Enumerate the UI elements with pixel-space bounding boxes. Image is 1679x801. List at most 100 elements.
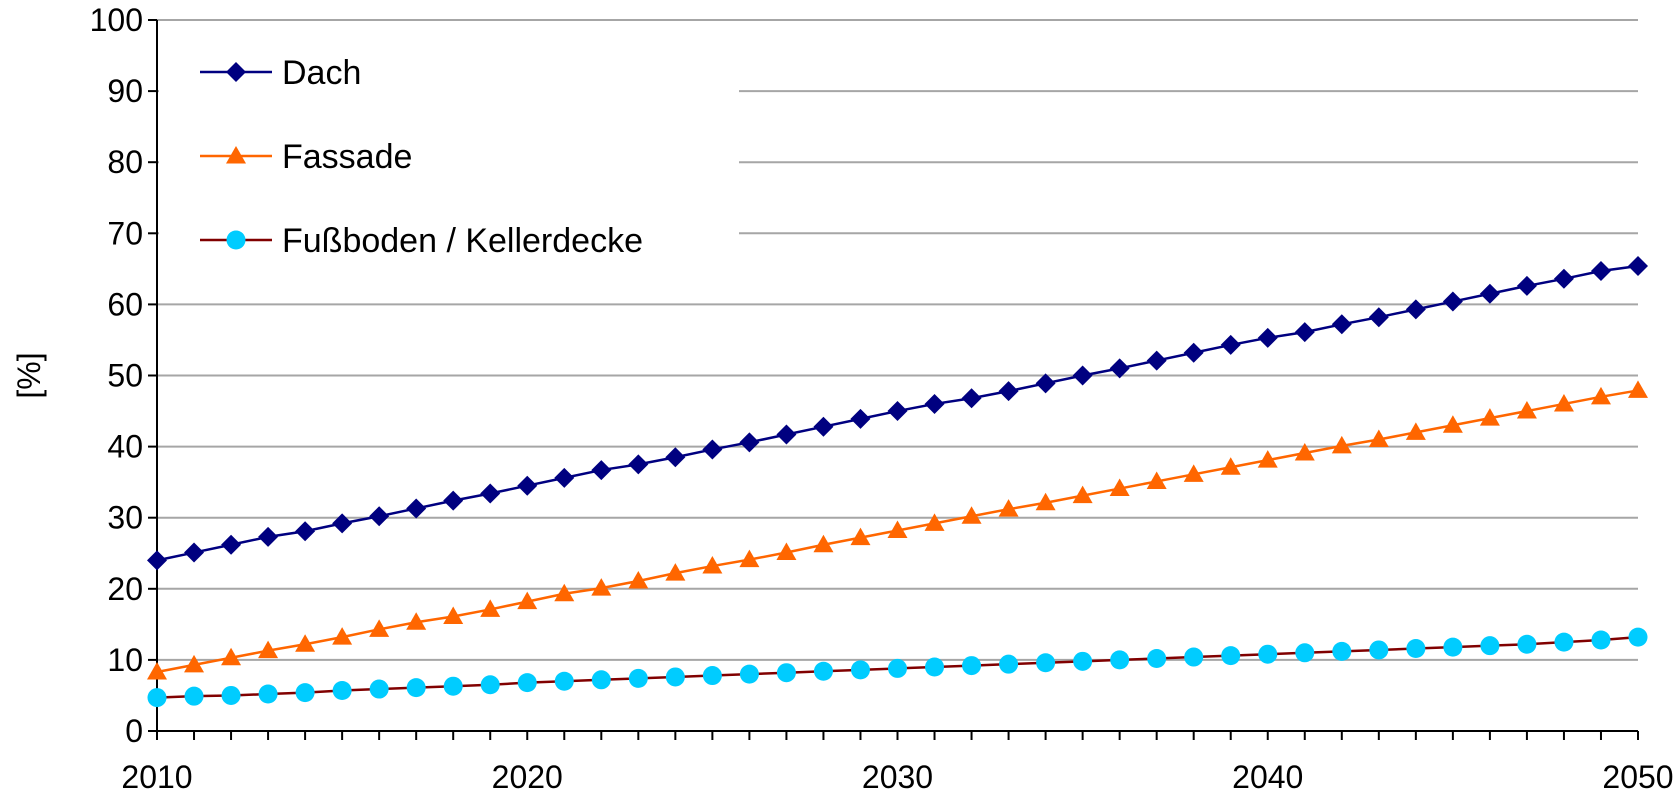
point-s0-2048 [1553, 268, 1574, 289]
x-tick-label-2010: 2010 [121, 759, 192, 795]
point-s1-2014 [295, 634, 316, 652]
point-s2-2039 [1221, 646, 1241, 666]
point-s1-2033 [998, 499, 1019, 517]
point-s1-2041 [1294, 442, 1315, 461]
y-tick-label-40: 40 [107, 429, 143, 465]
point-s2-2034 [1036, 653, 1056, 673]
point-s2-2020 [517, 673, 537, 693]
point-s1-2019 [480, 599, 501, 617]
point-s2-2030 [888, 658, 907, 678]
y-tick-label-80: 80 [107, 144, 143, 180]
y-tick-label-50: 50 [107, 358, 143, 394]
point-s1-2047 [1516, 401, 1537, 419]
point-s1-2032 [961, 506, 982, 524]
point-s2-2041 [1295, 643, 1315, 663]
point-s0-2046 [1479, 283, 1500, 304]
point-s2-2043 [1369, 640, 1389, 660]
point-s0-2029 [850, 408, 871, 429]
point-s2-2046 [1480, 636, 1500, 656]
point-s2-2023 [628, 668, 648, 688]
point-s0-2027 [776, 424, 797, 445]
point-s2-2011 [184, 686, 204, 706]
point-s0-2019 [480, 483, 501, 504]
point-s0-2044 [1405, 299, 1426, 320]
point-s2-2044 [1406, 639, 1426, 659]
point-s1-2038 [1183, 464, 1204, 482]
point-s0-2014 [295, 521, 316, 542]
y-tick-label-30: 30 [107, 500, 143, 536]
y-tick-label-0: 0 [125, 713, 143, 749]
y-tick-label-10: 10 [107, 642, 143, 678]
x-tick-labels: 2010 2020 2030 2040 2050 [121, 759, 1673, 795]
point-s0-2025 [702, 439, 723, 460]
point-s2-2017 [406, 678, 426, 698]
point-s2-2047 [1517, 634, 1537, 654]
point-s0-2035 [1072, 365, 1093, 386]
point-s0-2039 [1220, 334, 1241, 355]
point-s1-2022 [591, 578, 612, 596]
point-s0-2020 [517, 475, 538, 496]
point-s0-2010 [147, 550, 167, 571]
point-s2-2038 [1184, 647, 1204, 667]
point-s2-2024 [665, 667, 685, 687]
point-s1-2031 [924, 513, 945, 531]
point-s1-2035 [1072, 485, 1093, 504]
point-s1-2044 [1405, 422, 1426, 440]
point-s2-2025 [702, 666, 722, 686]
series-layer [147, 256, 1648, 708]
point-s1-2046 [1479, 408, 1500, 426]
point-s1-2027 [776, 542, 797, 561]
point-s1-2024 [665, 563, 686, 581]
point-s2-2010 [147, 688, 167, 708]
point-s2-2040 [1258, 644, 1278, 664]
point-s0-2041 [1294, 322, 1315, 343]
point-s0-2018 [443, 490, 464, 511]
x-tick-label-2050: 2050 [1602, 759, 1673, 795]
y-tick-label-60: 60 [107, 286, 143, 322]
point-s1-2036 [1109, 478, 1130, 497]
point-s0-2016 [369, 506, 390, 527]
point-s2-2015 [332, 680, 352, 700]
point-s0-2024 [665, 447, 686, 468]
point-s2-2012 [221, 685, 241, 705]
point-s0-2023 [628, 454, 649, 475]
legend-label-2: Fußboden / Kellerdecke [282, 222, 643, 260]
point-s2-2033 [999, 654, 1019, 674]
point-s2-2014 [295, 683, 315, 703]
point-s1-2049 [1590, 386, 1611, 405]
point-s2-2028 [813, 661, 833, 681]
point-s0-2021 [554, 467, 575, 488]
point-s2-2035 [1073, 651, 1093, 671]
point-s2-2049 [1591, 630, 1611, 650]
point-s1-2020 [517, 591, 538, 610]
point-s2-2019 [480, 675, 500, 695]
y-tick-label-100: 100 [90, 2, 143, 38]
point-s1-2016 [369, 619, 390, 637]
y-axis-label: [%] [11, 352, 47, 398]
point-s1-2026 [739, 549, 760, 568]
y-tick-labels: 0 10 20 30 40 50 60 70 80 90 100 [90, 2, 143, 749]
point-s0-2017 [406, 498, 427, 519]
point-s0-2028 [813, 416, 834, 437]
y-tick-label-70: 70 [107, 215, 143, 251]
point-s0-2030 [887, 401, 908, 422]
point-s1-2029 [850, 527, 871, 546]
point-s2-2026 [739, 664, 759, 684]
point-s0-2012 [221, 534, 242, 555]
point-s2-2013 [258, 684, 278, 704]
point-s0-2045 [1442, 291, 1463, 312]
point-s1-2017 [406, 612, 427, 630]
x-tick-label-2020: 2020 [492, 759, 563, 795]
point-s1-2023 [628, 570, 649, 589]
point-s0-2038 [1183, 342, 1204, 363]
point-s0-2033 [998, 381, 1019, 402]
point-s0-2036 [1109, 358, 1130, 379]
point-s0-2013 [258, 526, 279, 547]
point-s0-2037 [1146, 350, 1167, 371]
point-s1-2037 [1146, 471, 1167, 489]
legend-label-0: Dach [282, 54, 361, 92]
point-s0-2042 [1331, 314, 1352, 335]
point-s2-2042 [1332, 641, 1352, 661]
point-s0-2011 [184, 542, 205, 563]
